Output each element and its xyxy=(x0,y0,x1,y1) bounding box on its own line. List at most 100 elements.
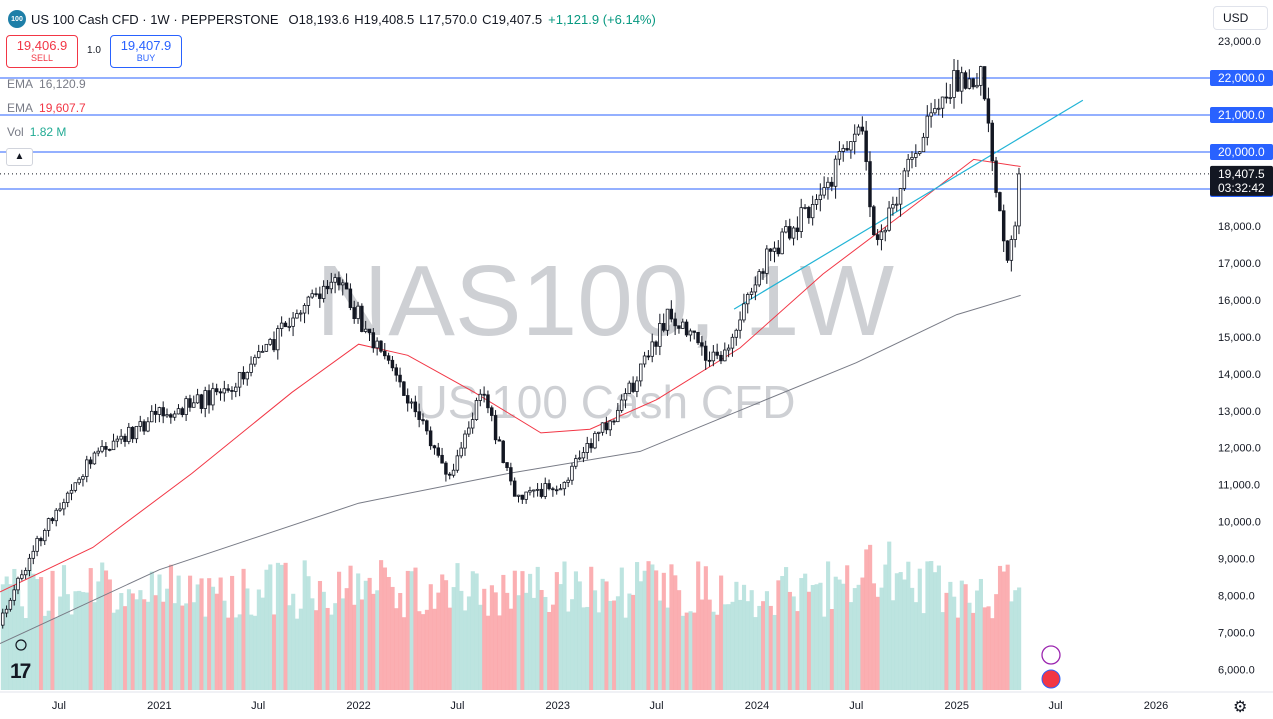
candle xyxy=(795,227,800,232)
symbol-badge[interactable]: 100 xyxy=(8,10,26,28)
candle xyxy=(318,293,322,299)
candle xyxy=(306,296,311,306)
volume-bar xyxy=(184,603,189,690)
candle xyxy=(402,381,406,396)
candle xyxy=(302,305,307,314)
volume-bar xyxy=(810,585,815,690)
volume-bar xyxy=(275,562,281,690)
volume-bar xyxy=(8,584,13,690)
volume-bar xyxy=(879,587,884,690)
candle xyxy=(180,408,185,416)
sell-button[interactable]: 19,406.9 SELL xyxy=(6,35,78,68)
candle xyxy=(539,488,544,497)
volume-bar xyxy=(348,565,353,690)
volume-bar xyxy=(531,597,536,690)
candle xyxy=(711,351,716,362)
time-tick-label: 2022 xyxy=(346,700,370,712)
candle xyxy=(31,550,36,559)
volume-bar xyxy=(455,563,460,690)
candle xyxy=(780,231,784,255)
volume-bar xyxy=(119,593,124,690)
candle xyxy=(130,426,135,440)
candle xyxy=(264,343,269,352)
candle xyxy=(516,494,521,497)
candle xyxy=(971,78,975,88)
volume-bar xyxy=(856,584,861,690)
candle xyxy=(841,148,845,152)
indicator-ema-short[interactable]: EMA 19,607.7 xyxy=(7,101,86,115)
volume-bar xyxy=(784,567,789,690)
volume-bar xyxy=(711,611,716,690)
volume-bar xyxy=(615,596,621,690)
candle xyxy=(623,393,628,401)
candle xyxy=(726,347,731,351)
collapse-legend-button[interactable]: ▲ xyxy=(6,148,33,166)
candle xyxy=(127,426,131,442)
low-value: 17,570.0 xyxy=(426,11,478,27)
volume-bar xyxy=(337,571,342,690)
candle xyxy=(982,66,987,100)
candle xyxy=(833,158,838,187)
volume-bar xyxy=(16,590,21,690)
candle xyxy=(161,407,165,417)
candle xyxy=(283,322,288,328)
currency-selector[interactable]: USD xyxy=(1213,6,1268,30)
volume-bar xyxy=(688,611,693,690)
volume-bar xyxy=(58,596,63,690)
candle xyxy=(566,479,570,483)
volume-bar xyxy=(627,593,632,690)
volume-bar xyxy=(123,606,128,690)
candle xyxy=(62,502,66,510)
buy-button[interactable]: 19,407.9 BUY xyxy=(110,35,182,68)
candle xyxy=(665,308,670,331)
candle xyxy=(883,229,887,233)
candle xyxy=(753,284,758,293)
volume-bar xyxy=(719,575,724,690)
volume-bar xyxy=(283,562,288,690)
volume-bar xyxy=(997,565,1003,690)
candle xyxy=(520,494,525,500)
candle xyxy=(986,98,991,124)
candle xyxy=(69,489,74,494)
candle xyxy=(940,96,945,109)
volume-bar xyxy=(604,581,609,690)
indicator-volume[interactable]: Vol 1.82 M xyxy=(7,125,66,139)
candle xyxy=(849,141,853,151)
time-tick-label: 2021 xyxy=(147,700,171,712)
close-value: 19,407.5 xyxy=(491,11,543,27)
candle xyxy=(551,488,555,491)
volume-bar xyxy=(310,598,315,690)
volume-bar xyxy=(547,611,552,690)
volume-bar xyxy=(451,587,456,690)
volume-bar xyxy=(134,599,139,690)
candle xyxy=(1001,210,1006,242)
candle xyxy=(891,204,895,209)
candle xyxy=(490,407,494,416)
volume-bar xyxy=(157,574,162,690)
volume-bar xyxy=(482,588,487,690)
symbol-title[interactable]: US 100 Cash CFD · 1W · PEPPERSTONE xyxy=(31,11,279,27)
candle xyxy=(444,462,448,475)
tradingview-logo[interactable]: 17 xyxy=(10,660,31,683)
volume-bar xyxy=(405,570,410,690)
indicator-ema-long[interactable]: EMA 16,120.9 xyxy=(7,77,86,91)
candle xyxy=(994,160,998,193)
candle xyxy=(608,420,612,431)
candle xyxy=(715,351,719,356)
candle xyxy=(776,247,781,255)
candle xyxy=(157,407,162,415)
candle xyxy=(921,136,926,153)
price-tick-label: 15,000.0 xyxy=(1218,332,1261,344)
candle xyxy=(799,207,803,232)
gear-icon[interactable]: ⚙ xyxy=(1233,699,1248,716)
volume-bar xyxy=(570,599,575,690)
candle xyxy=(501,440,505,463)
quantity-value[interactable]: 1.0 xyxy=(87,45,101,56)
volume-bar xyxy=(948,581,953,690)
volume-bar xyxy=(978,578,983,690)
volume-bar xyxy=(673,575,678,690)
volume-bar xyxy=(883,564,888,690)
candle xyxy=(684,321,689,336)
candle xyxy=(596,431,601,434)
